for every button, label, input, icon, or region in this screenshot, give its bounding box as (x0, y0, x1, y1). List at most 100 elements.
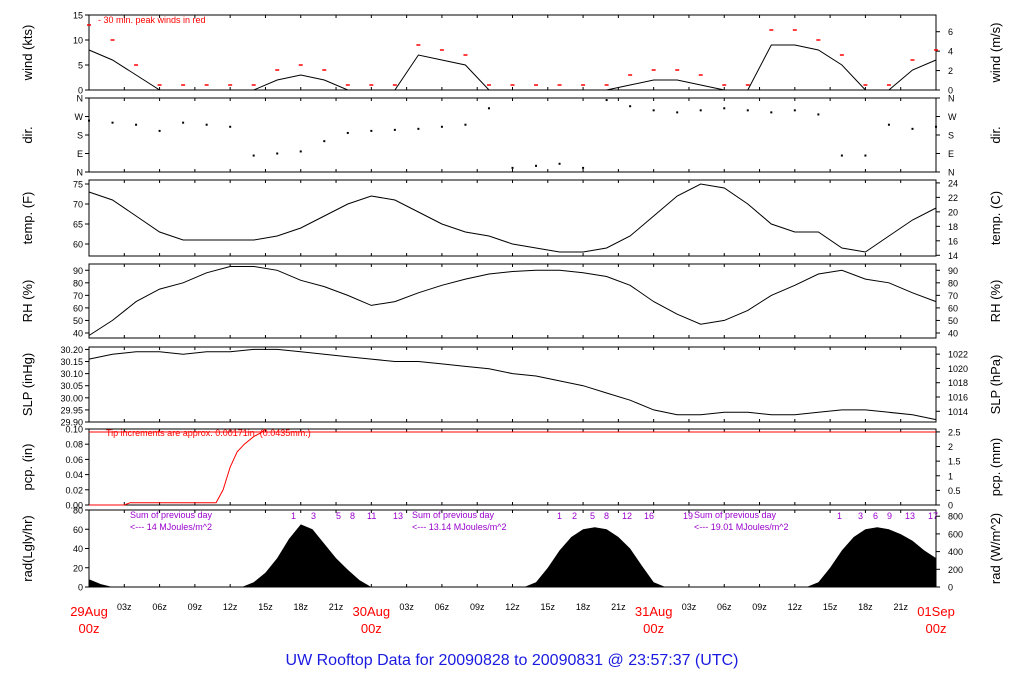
y-tick-label-right-rad: 400 (948, 547, 963, 557)
axis-label-right-dir: dir. (988, 126, 1003, 143)
panel-frame-slp (88, 346, 937, 423)
y-tick-label-left-slp: 30.15 (60, 357, 83, 367)
y-tick-label-right-pcp: 1.5 (948, 457, 961, 467)
panel-frame-rad (88, 509, 937, 588)
wind-direction-point (487, 107, 490, 110)
radiation-sum-note: <--- 14 MJoules/m^2 (130, 522, 212, 532)
y-tick-label-left-pcp: 0.00 (65, 501, 83, 511)
y-tick-label-left-temp: 70 (73, 200, 83, 210)
y-tick-label-right-temp: 22 (948, 193, 958, 203)
wind-direction-point (417, 127, 420, 130)
wind-direction-point (252, 154, 255, 157)
y-tick-label-right-slp: 1016 (948, 393, 968, 403)
panel-frame-dir (88, 97, 937, 173)
x-tick-label: 09z (470, 602, 485, 612)
radiation-hour-mark: 11 (367, 511, 376, 521)
precip-line (89, 428, 266, 506)
wind-direction-point (440, 125, 443, 128)
wind-direction-point (817, 113, 820, 116)
y-tick-label-right-temp: 18 (948, 222, 958, 232)
y-tick-label-left-pcp: 0.04 (65, 470, 83, 480)
wind-direction-point (699, 109, 702, 112)
y-tick-label-left-wind: 0 (78, 86, 83, 96)
radiation-hour-mark: 8 (604, 511, 609, 521)
y-tick-label-left-dir: E (77, 149, 83, 159)
wind-direction-point (135, 123, 138, 126)
radiation-hour-mark: 16 (644, 511, 654, 521)
wind-direction-point (629, 105, 632, 108)
x-tick-label: 12z (788, 602, 803, 612)
y-tick-label-right-dir: E (948, 149, 954, 159)
axis-label-right-pcp: pcp. (mm) (988, 438, 1003, 497)
radiation-hour-mark: 3 (311, 511, 316, 521)
y-tick-label-right-slp: 1020 (948, 364, 968, 374)
wind-direction-point (535, 164, 538, 167)
y-tick-label-right-temp: 14 (948, 251, 958, 261)
y-tick-label-left-slp: 30.00 (60, 393, 83, 403)
axis-label-left-dir: dir. (20, 126, 35, 143)
y-tick-label-left-wind: 5 (78, 61, 83, 71)
wind-direction-point (887, 123, 890, 126)
x-tick-label: 03z (117, 602, 132, 612)
y-tick-label-right-rad: 800 (948, 512, 963, 522)
radiation-hour-mark: 17 (928, 511, 938, 521)
radiation-sum-note: Sum of previous day (412, 510, 495, 520)
wind-direction-point (511, 166, 514, 169)
y-tick-label-left-dir: N (77, 94, 84, 104)
y-tick-label-right-wind: 2 (948, 66, 953, 76)
y-tick-label-right-wind: 6 (948, 27, 953, 37)
radiation-hour-mark: 13 (905, 511, 915, 521)
wind-direction-point (205, 123, 208, 126)
y-tick-label-right-slp: 1018 (948, 378, 968, 388)
radiation-area (89, 524, 936, 587)
wind-direction-point (464, 123, 467, 126)
panel-frame-pcp (88, 428, 937, 506)
axis-label-left-pcp: pcp. (in) (20, 444, 35, 491)
wind-speed-line (88, 44, 937, 91)
x-tick-label: 21z (611, 602, 626, 612)
date-label: 31Aug (635, 604, 673, 619)
chart-title: UW Rooftop Data for 20090828 to 20090831… (285, 652, 739, 669)
y-tick-label-left-slp: 30.05 (60, 381, 83, 391)
wind-direction-point (723, 107, 726, 110)
y-tick-label-left-rad: 20 (73, 563, 83, 573)
x-tick-label: 09z (752, 602, 767, 612)
wind-direction-point (770, 111, 773, 114)
y-tick-label-left-dir: S (77, 131, 83, 141)
y-tick-label-left-rad: 80 (73, 506, 83, 516)
wind-direction-point (323, 140, 326, 143)
y-tick-label-right-rh: 70 (948, 291, 958, 301)
axis-label-left-temp: temp. (F) (20, 192, 35, 245)
wind-direction-point (840, 154, 843, 157)
axis-label-left-slp: SLP (inHg) (20, 353, 35, 416)
wind-direction-point (229, 125, 232, 128)
wind-direction-point (676, 111, 679, 114)
y-tick-label-right-dir: W (948, 112, 957, 122)
wind-direction-point (652, 109, 655, 112)
y-tick-label-left-rh: 70 (73, 291, 83, 301)
wind-direction-point (88, 119, 90, 122)
y-tick-label-right-pcp: 0 (948, 501, 953, 511)
wind-direction-point (746, 109, 749, 112)
y-tick-label-left-dir: W (75, 112, 84, 122)
y-tick-label-left-slp: 30.20 (60, 345, 83, 355)
axis-label-left-rh: RH (%) (20, 280, 35, 323)
wind-direction-point (935, 125, 937, 128)
wind-direction-point (582, 166, 585, 169)
y-tick-label-right-rh: 90 (948, 266, 958, 276)
y-tick-label-right-slp: 1022 (948, 350, 968, 360)
y-tick-label-left-slp: 30.10 (60, 369, 83, 379)
panel-frame-temp (88, 179, 937, 257)
x-tick-label: 18z (576, 602, 591, 612)
radiation-hour-mark: 1 (291, 511, 296, 521)
x-tick-label: 12z (223, 602, 238, 612)
axis-label-right-wind: wind (m/s) (988, 23, 1003, 84)
wind-direction-point (182, 121, 185, 124)
radiation-sum-note: Sum of previous day (694, 510, 777, 520)
y-tick-label-left-rad: 0 (78, 583, 83, 593)
y-tick-label-left-rh: 90 (73, 266, 83, 276)
y-tick-label-right-rh: 60 (948, 303, 958, 313)
wind-direction-point (276, 152, 279, 155)
date-label: 29Aug (70, 604, 108, 619)
